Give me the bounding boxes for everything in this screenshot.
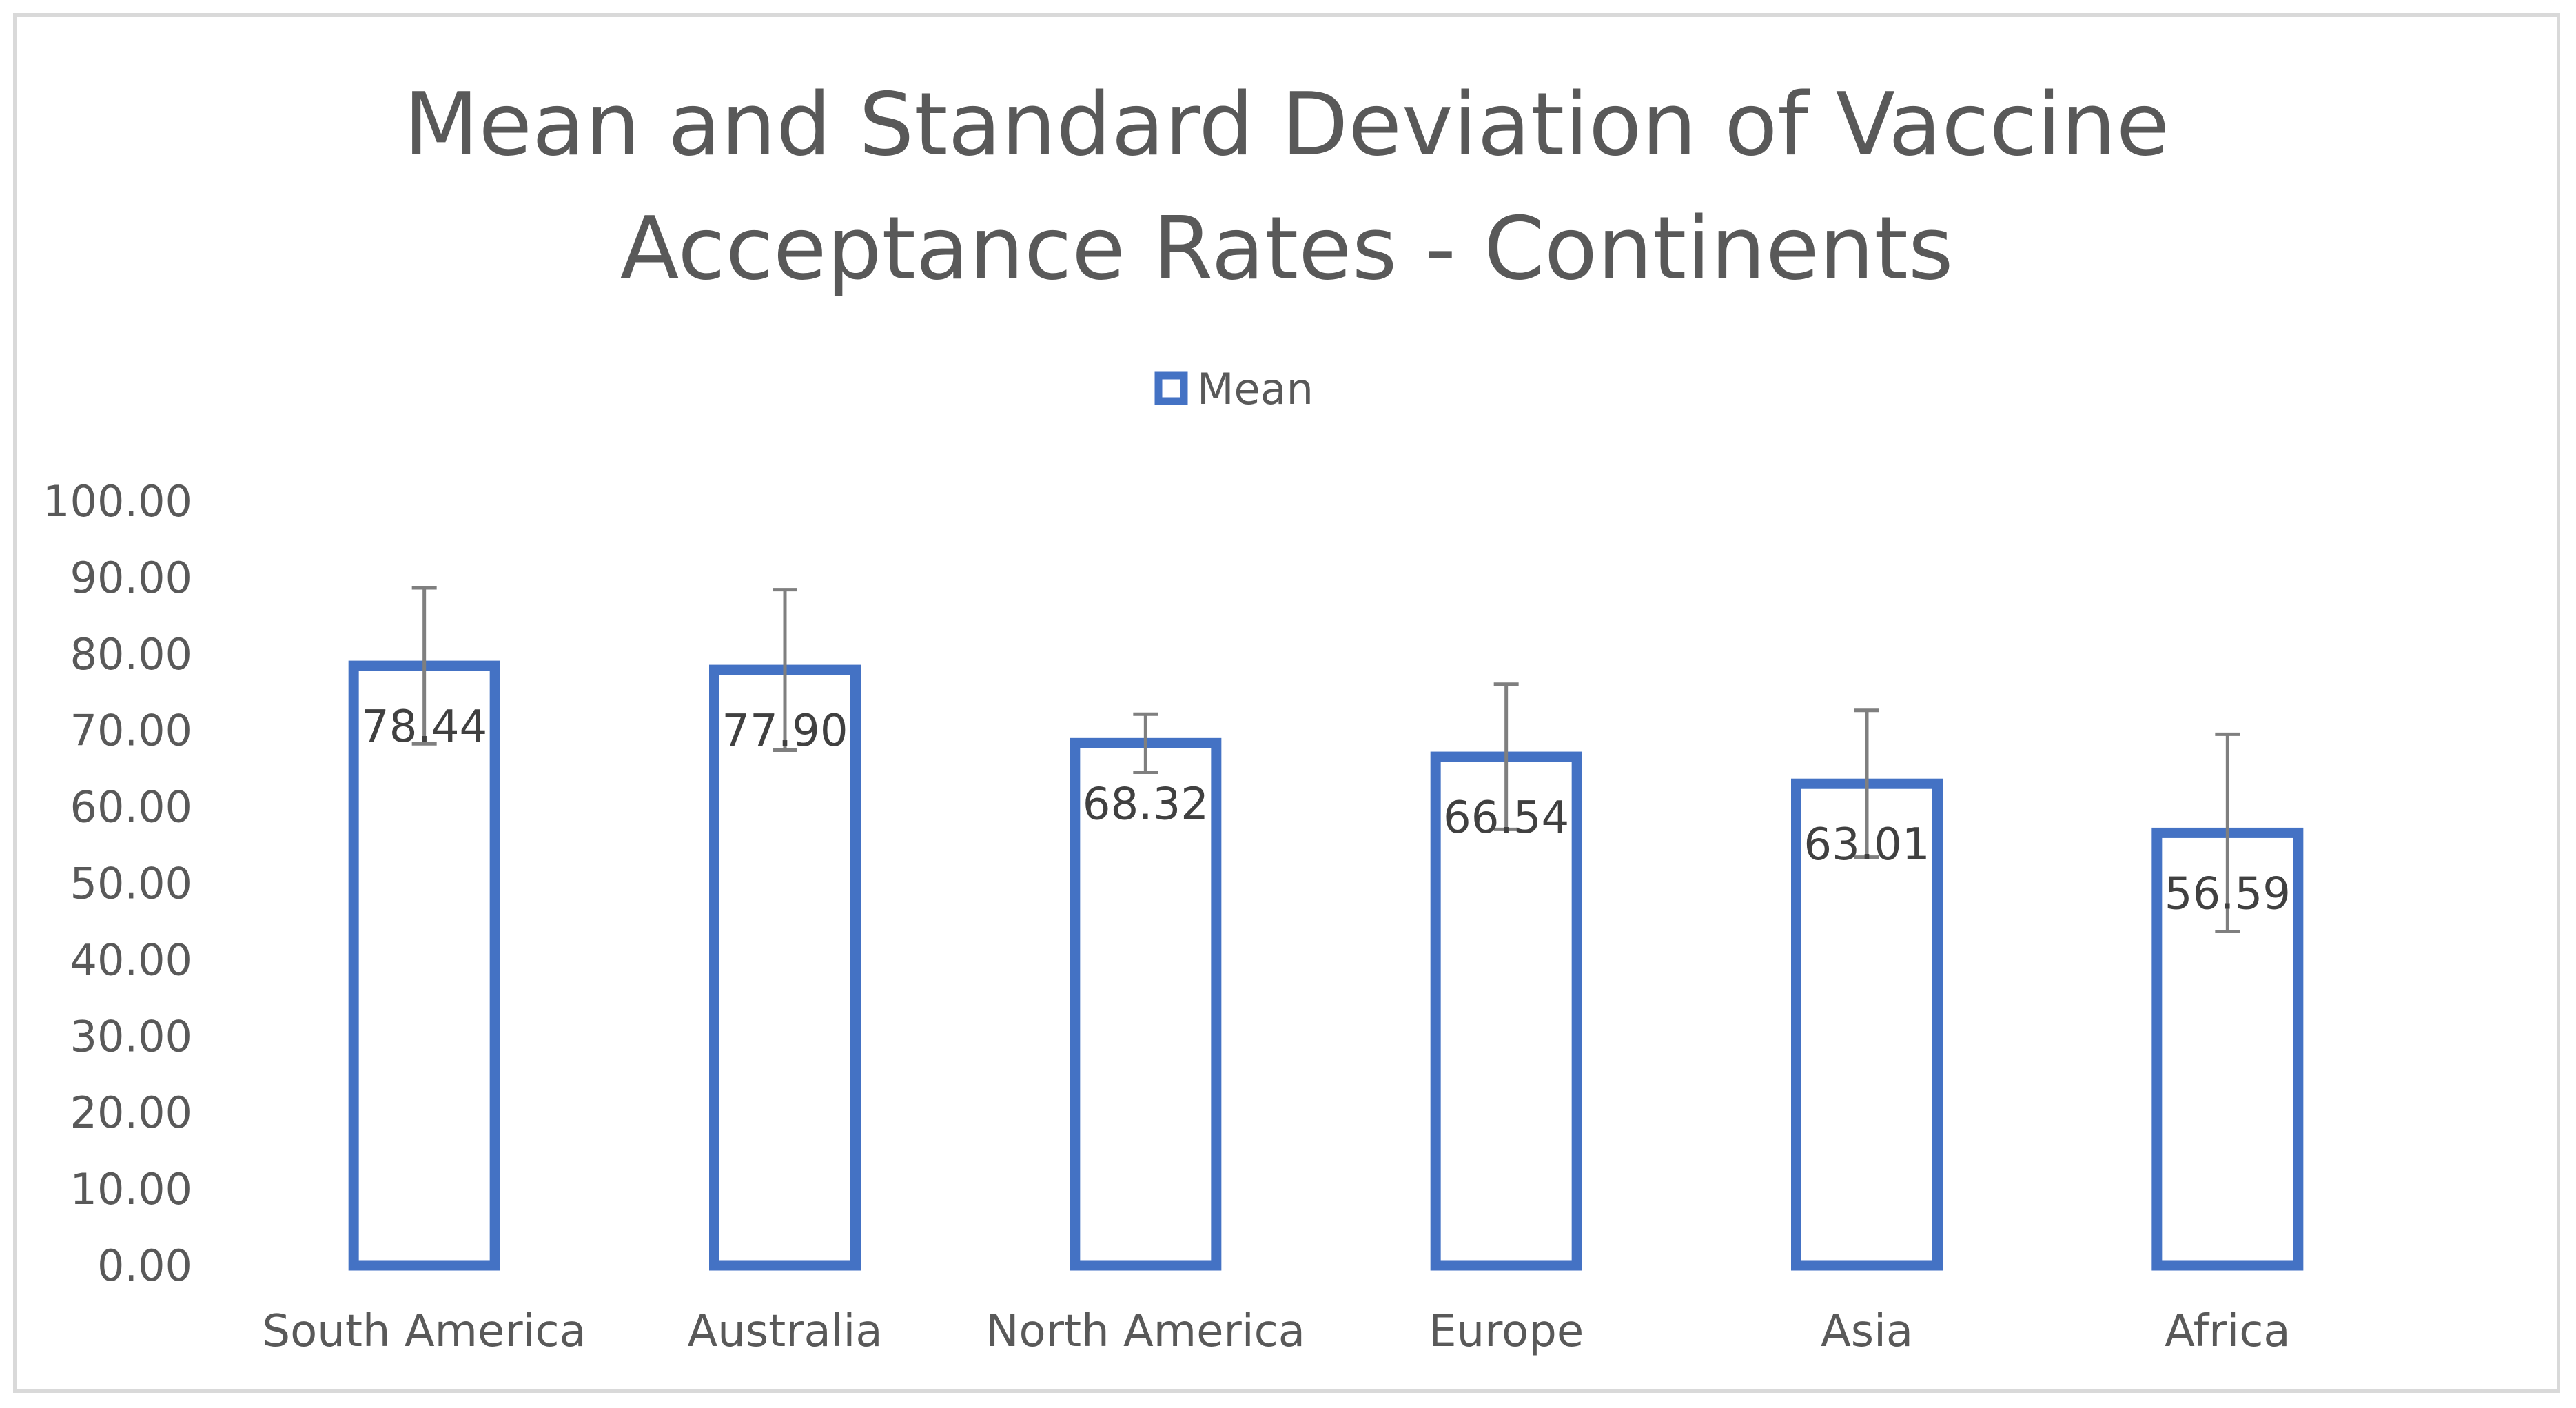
chart-title-line-2: Acceptance Rates - Continents bbox=[620, 198, 1953, 299]
chart-legend: Mean bbox=[1154, 364, 1313, 414]
error-bars bbox=[411, 586, 2240, 933]
x-tick-label: Africa bbox=[2165, 1306, 2291, 1357]
error-bar-south-america bbox=[411, 586, 437, 746]
y-tick-label: 90.00 bbox=[70, 553, 193, 603]
x-tick-label: South America bbox=[262, 1306, 586, 1357]
data-label: 66.54 bbox=[1443, 793, 1569, 844]
bar-australia bbox=[709, 664, 861, 1271]
x-axis: South America Australia North America Europ… bbox=[262, 1306, 2290, 1357]
y-tick-label: 30.00 bbox=[70, 1011, 193, 1061]
legend-label-mean: Mean bbox=[1197, 364, 1313, 414]
y-tick-label: 70.00 bbox=[70, 706, 193, 756]
chart-title: Mean and Standard Deviation of Vaccine A… bbox=[404, 74, 2170, 299]
y-tick-label: 80.00 bbox=[70, 629, 193, 680]
y-tick-label: 0.00 bbox=[97, 1241, 192, 1291]
chart-frame: Mean and Standard Deviation of Vaccine A… bbox=[13, 13, 2560, 1393]
y-tick-label: 60.00 bbox=[70, 782, 193, 833]
error-bar-europe bbox=[1493, 682, 1519, 831]
error-bar-north-america bbox=[1133, 712, 1158, 774]
bar-south-america bbox=[348, 660, 500, 1271]
chart-title-line-1: Mean and Standard Deviation of Vaccine bbox=[404, 74, 2170, 175]
x-tick-label: Europe bbox=[1429, 1306, 1584, 1357]
bar-europe bbox=[1430, 751, 1582, 1271]
error-bar-australia bbox=[773, 588, 797, 753]
data-label: 63.01 bbox=[1803, 819, 1930, 870]
x-tick-label: Australia bbox=[687, 1306, 882, 1357]
x-tick-label: North America bbox=[986, 1306, 1305, 1357]
bar-north-america bbox=[1070, 737, 1222, 1271]
x-tick-label: Asia bbox=[1821, 1306, 1913, 1357]
y-tick-label: 10.00 bbox=[70, 1164, 193, 1214]
y-axis: 0.00 10.00 20.00 30.00 40.00 50.00 60.00 70.00 8… bbox=[43, 476, 192, 1291]
y-tick-label: 50.00 bbox=[70, 859, 193, 909]
data-label: 78.44 bbox=[361, 702, 487, 753]
error-bar-africa bbox=[2215, 732, 2240, 933]
legend-swatch-mean bbox=[1154, 371, 1188, 405]
data-label: 77.90 bbox=[722, 706, 848, 757]
chart-svg: Mean and Standard Deviation of Vaccine A… bbox=[43, 74, 2304, 1357]
y-tick-label: 100.00 bbox=[43, 476, 192, 527]
data-label: 68.32 bbox=[1083, 779, 1209, 830]
y-tick-label: 20.00 bbox=[70, 1088, 193, 1138]
data-label: 56.59 bbox=[2165, 868, 2291, 919]
error-bar-asia bbox=[1854, 708, 1879, 859]
bars bbox=[348, 660, 2304, 1271]
data-labels: 78.44 77.90 68.32 66.54 63.01 56.59 bbox=[361, 702, 2291, 919]
bar-africa bbox=[2151, 827, 2304, 1271]
y-tick-label: 40.00 bbox=[70, 935, 193, 985]
